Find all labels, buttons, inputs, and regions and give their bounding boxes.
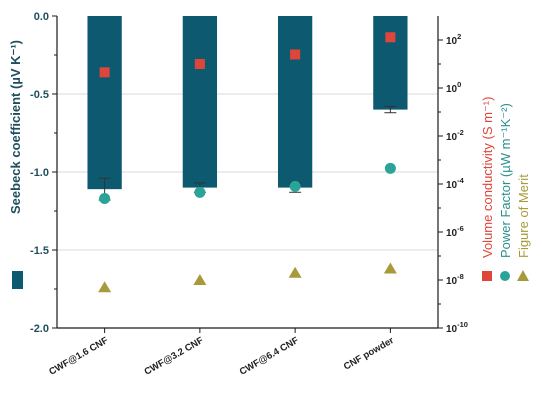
left-tick-label: -2.0 bbox=[30, 323, 49, 335]
left-tick-label: -1.5 bbox=[30, 245, 49, 257]
power-factor-marker bbox=[99, 192, 111, 204]
figure-of-merit-marker bbox=[288, 266, 302, 278]
legend-circle-marker bbox=[500, 271, 510, 281]
figure-of-merit-marker bbox=[98, 281, 112, 293]
power-factor-marker bbox=[384, 162, 396, 174]
right-axis-title: Figure of Merit bbox=[516, 174, 531, 258]
x-tick-label: CWF@3.2 CNF bbox=[142, 335, 205, 378]
right-tick-label: 10-10 bbox=[446, 320, 468, 335]
power-factor-marker bbox=[289, 180, 301, 192]
bar bbox=[87, 16, 122, 190]
conductivity-marker bbox=[99, 67, 110, 78]
left-axis-title: Seebeck coefficient (µV K⁻¹) bbox=[8, 40, 23, 214]
bar bbox=[182, 16, 218, 188]
left-tick-label: 0.0 bbox=[34, 11, 49, 23]
left-tick-label: -1.0 bbox=[30, 167, 49, 179]
x-tick-label: CWF@6.4 CNF bbox=[238, 335, 301, 378]
figure-of-merit-marker bbox=[383, 262, 397, 274]
conductivity-marker bbox=[385, 32, 396, 43]
figure-of-merit-marker bbox=[193, 274, 207, 285]
right-axis-title: Volume conductivity (S m⁻¹) bbox=[480, 97, 495, 258]
power-factor-marker bbox=[194, 186, 206, 198]
bar bbox=[373, 16, 408, 110]
error-bar bbox=[384, 105, 397, 114]
right-tick-label: 10-4 bbox=[446, 176, 465, 191]
right-tick-label: 10-8 bbox=[446, 272, 464, 287]
marker-series bbox=[98, 32, 397, 293]
right-tick-label: 10-2 bbox=[446, 128, 464, 143]
labels: 0.0 -0.5 -1.0 -1.5 -2.0 10-10 10-8 10-6 10-4 10-2… bbox=[8, 11, 531, 378]
bar-series bbox=[87, 16, 408, 201]
seebeck-legend-swatch bbox=[12, 271, 23, 289]
right-tick-label: 100 bbox=[446, 80, 461, 95]
axes bbox=[52, 15, 443, 333]
right-tick-label: 10-6 bbox=[446, 224, 464, 239]
legend-square-marker bbox=[482, 271, 492, 281]
conductivity-marker bbox=[194, 59, 205, 69]
right-tick-label: 102 bbox=[446, 32, 461, 47]
bar bbox=[277, 16, 313, 188]
right-axis-title: Power Factor (µW m⁻¹K⁻²) bbox=[498, 103, 513, 258]
conductivity-marker bbox=[290, 49, 301, 60]
left-tick-label: -0.5 bbox=[30, 89, 49, 101]
x-tick-label: CWF@1.6 CNF bbox=[47, 335, 110, 378]
legend-triangle-marker bbox=[517, 270, 529, 281]
x-tick-label: CNF powder bbox=[342, 335, 396, 373]
